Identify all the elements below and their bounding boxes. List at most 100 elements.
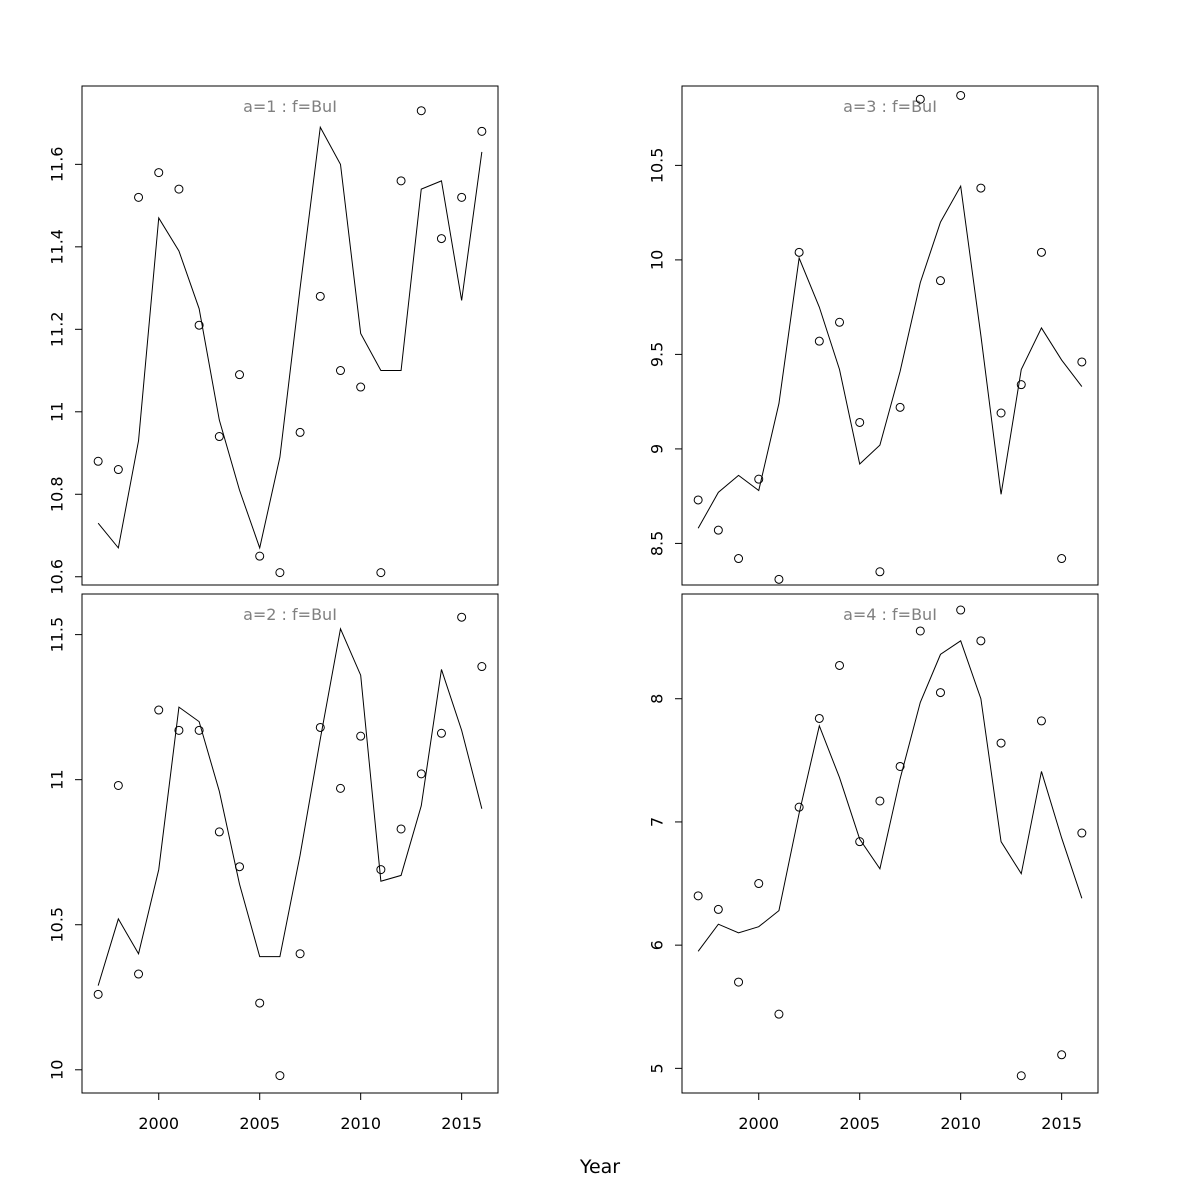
panel-4-data-point — [1057, 1050, 1067, 1060]
panel-3-frame — [81, 593, 499, 1094]
panel-3-ytick-label: 10.5 — [48, 907, 67, 943]
panel-4-data-point — [895, 761, 905, 771]
panel-4-data-point — [1077, 828, 1087, 838]
panel-1-data-point — [315, 291, 325, 301]
panel-4-xtick-label: 2000 — [738, 1114, 779, 1133]
panel-3-data-point — [154, 705, 164, 715]
panel-1-data-point — [275, 568, 285, 578]
panel-4-ytick-label: 7 — [648, 817, 667, 827]
panel-3-data-point — [295, 949, 305, 959]
panel-4-data-point — [734, 977, 744, 987]
panel-3-data-point — [335, 783, 345, 793]
panel-2-data-point — [1057, 554, 1067, 564]
panel-1-ytick-label: 11.4 — [48, 229, 67, 265]
panel-2-data-point — [794, 247, 804, 257]
panel-3-data-point — [356, 731, 366, 741]
panel-1-ytick-label: 10.6 — [48, 559, 67, 595]
panel-2-fitted-line — [697, 184, 1083, 529]
panel-2-data-point — [1036, 247, 1046, 257]
panel-1-ytick-label: 10.8 — [48, 476, 67, 512]
panel-2-data-point — [814, 336, 824, 346]
panel-2-data-point — [693, 495, 703, 505]
panel-4-data-point — [935, 688, 945, 698]
panel-4-ytick-label: 8 — [648, 694, 667, 704]
panel-1-data-point — [174, 184, 184, 194]
panel-3-data-point — [315, 722, 325, 732]
panel-3-data-point — [457, 612, 467, 622]
panel-2-data-point — [956, 90, 966, 100]
panel-3-data-point — [214, 827, 224, 837]
panel-1-ytick-label: 11.2 — [48, 312, 67, 348]
panel-2-data-point — [1077, 357, 1087, 367]
panel-3-ytick-label: 11 — [48, 769, 67, 789]
panel-2-data-point — [976, 183, 986, 193]
panel-1-data-point — [295, 427, 305, 437]
panel-4-xtick-label: 2015 — [1041, 1114, 1082, 1133]
panel-3-data-point — [174, 725, 184, 735]
panel-2-ytick-label: 9.5 — [648, 342, 667, 367]
panel-4-data-point — [915, 626, 925, 636]
panel-3-xtick-label: 2010 — [340, 1114, 381, 1133]
panel-1-data-point — [477, 126, 487, 136]
panel-4-data-point — [835, 660, 845, 670]
panel-4-data-point — [996, 738, 1006, 748]
panel-2-data-point — [855, 417, 865, 427]
panel-2-data-point — [713, 525, 723, 535]
panel-3-fitted-line — [97, 627, 483, 986]
panel-4-data-point — [794, 802, 804, 812]
panel-4-data-point — [693, 891, 703, 901]
panel-4-data-point — [814, 713, 824, 723]
panel-3-data-point — [113, 780, 123, 790]
panel-3-data-point — [235, 862, 245, 872]
panel-3-data-point — [93, 989, 103, 999]
panel-3-data-point — [376, 865, 386, 875]
panel-2-data-point — [835, 317, 845, 327]
panel-1-data-point — [214, 432, 224, 442]
panel-1-data-point — [436, 234, 446, 244]
panel-2-data-point — [875, 567, 885, 577]
panel-3-data-point — [396, 824, 406, 834]
panel-3-data-point — [477, 662, 487, 672]
panel-2-ytick-label: 10 — [648, 250, 667, 270]
panel-1-ytick-label: 11 — [48, 402, 67, 422]
panel-4-data-point — [774, 1009, 784, 1019]
panel-1-data-point — [457, 192, 467, 202]
panel-3-data-point — [416, 769, 426, 779]
panel-1-frame — [81, 85, 499, 586]
panel-1-data-point — [113, 465, 123, 475]
panel-2-data-point — [1016, 380, 1026, 390]
panel-3-ytick-label: 10 — [48, 1060, 67, 1080]
panel-4-xtick-label: 2010 — [940, 1114, 981, 1133]
panel-4-data-point — [1016, 1071, 1026, 1081]
panel-4-data-point — [956, 605, 966, 615]
panel-2-data-point — [996, 408, 1006, 418]
panel-1-data-point — [255, 551, 265, 561]
panel-1-data-point — [356, 382, 366, 392]
panel-1-fitted-line — [97, 125, 483, 550]
panel-4-data-point — [754, 879, 764, 889]
panel-3-xtick-label: 2015 — [441, 1114, 482, 1133]
panel-1-data-point — [154, 168, 164, 178]
panel-4-data-point — [855, 837, 865, 847]
panel-4-title: a=4 : f=BuI — [843, 605, 937, 624]
panel-4-data-point — [713, 904, 723, 914]
panel-2-frame — [681, 85, 1099, 586]
panel-2-data-point — [774, 574, 784, 584]
panel-2-data-point — [754, 474, 764, 484]
panel-4-frame — [681, 593, 1099, 1094]
panel-1-data-point — [376, 568, 386, 578]
panel-2-title: a=3 : f=BuI — [843, 97, 937, 116]
panel-4-xtick-label: 2005 — [839, 1114, 880, 1133]
panel-3-data-point — [134, 969, 144, 979]
panel-4-ytick-label: 5 — [648, 1063, 667, 1073]
panel-3-title: a=2 : f=BuI — [243, 605, 337, 624]
panel-2-data-point — [915, 94, 925, 104]
panel-4-data-point — [875, 796, 885, 806]
panel-2-data-point — [935, 276, 945, 286]
panel-2-data-point — [895, 402, 905, 412]
panel-2-ytick-label: 10.5 — [648, 148, 667, 184]
panel-1-data-point — [416, 106, 426, 116]
panel-1-data-point — [396, 176, 406, 186]
